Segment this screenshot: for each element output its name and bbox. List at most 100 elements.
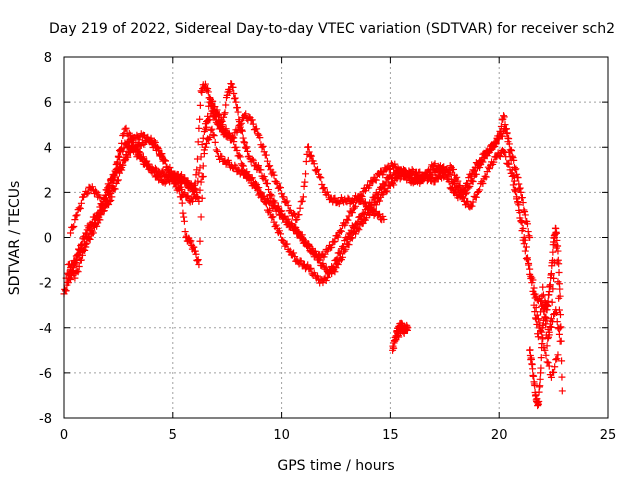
data-point — [542, 320, 550, 328]
data-point — [230, 95, 238, 103]
data-point — [538, 334, 546, 342]
data-point — [189, 185, 197, 193]
data-point — [501, 125, 509, 133]
data-point — [476, 186, 484, 194]
data-point — [322, 263, 330, 271]
data-point — [296, 204, 304, 212]
y-tick-label: 6 — [44, 96, 52, 111]
data-point — [240, 138, 248, 146]
data-point — [518, 219, 526, 227]
data-point — [247, 175, 255, 183]
data-point — [337, 227, 345, 235]
data-point — [538, 328, 546, 336]
data-point — [376, 197, 384, 205]
data-point — [514, 198, 522, 206]
data-point — [181, 189, 189, 197]
data-point — [290, 249, 298, 257]
data-point — [334, 261, 342, 269]
data-point — [102, 194, 110, 202]
data-point — [552, 229, 560, 237]
data-point — [98, 206, 106, 214]
data-point — [544, 335, 552, 343]
x-axis-label: GPS time / hours — [277, 458, 394, 474]
data-point — [322, 277, 330, 285]
data-point — [394, 332, 402, 340]
data-point — [267, 197, 275, 205]
data-point — [161, 157, 169, 165]
data-point — [122, 124, 130, 132]
data-point — [207, 126, 215, 134]
data-point — [558, 357, 566, 365]
data-point — [180, 213, 188, 221]
data-point — [529, 287, 537, 295]
data-point — [207, 102, 215, 110]
data-point — [548, 298, 556, 306]
data-point — [554, 351, 562, 359]
data-point — [242, 170, 250, 178]
data-point — [454, 177, 462, 185]
data-point — [295, 229, 303, 237]
data-point — [304, 243, 312, 251]
data-point — [307, 152, 315, 160]
data-point — [183, 178, 191, 186]
data-point — [84, 189, 92, 197]
data-point — [61, 285, 69, 293]
data-point — [331, 194, 339, 202]
data-point — [196, 186, 204, 194]
data-point — [106, 184, 114, 192]
data-point — [272, 221, 280, 229]
data-point — [300, 182, 308, 190]
data-point — [107, 196, 115, 204]
data-point — [536, 319, 544, 327]
data-point — [213, 106, 221, 114]
data-point — [237, 119, 245, 127]
data-point — [232, 98, 240, 106]
data-point — [193, 155, 201, 163]
data-point — [544, 359, 552, 367]
data-point — [445, 178, 453, 186]
data-point — [323, 188, 331, 196]
data-point — [532, 315, 540, 323]
data-point — [263, 157, 271, 165]
data-point — [344, 194, 352, 202]
data-point — [277, 184, 285, 192]
data-point — [350, 204, 358, 212]
data-point — [554, 247, 562, 255]
data-point — [262, 200, 270, 208]
data-point — [301, 178, 309, 186]
data-point — [261, 176, 269, 184]
data-point — [508, 166, 516, 174]
data-point — [545, 331, 553, 339]
data-point — [135, 136, 143, 144]
data-point — [263, 180, 271, 188]
data-point — [509, 181, 517, 189]
data-point — [528, 279, 536, 287]
data-point — [395, 170, 403, 178]
data-point — [323, 274, 331, 282]
data-point — [293, 215, 301, 223]
data-point — [311, 247, 319, 255]
data-point — [456, 193, 464, 201]
data-point — [230, 134, 238, 142]
data-point — [393, 333, 401, 341]
x-tick-label: 15 — [382, 428, 399, 443]
data-point — [539, 283, 547, 291]
data-point — [213, 120, 221, 128]
y-tick-label: -4 — [39, 322, 52, 337]
data-point — [512, 188, 520, 196]
data-point — [299, 193, 307, 201]
data-point — [82, 243, 90, 251]
data-point — [239, 134, 247, 142]
data-point — [370, 194, 378, 202]
data-point — [452, 187, 460, 195]
data-point — [545, 362, 553, 370]
y-tick-label: -8 — [39, 412, 52, 427]
data-point — [203, 123, 211, 131]
data-point — [197, 213, 205, 221]
data-point — [552, 356, 560, 364]
data-point — [536, 375, 544, 383]
data-point — [546, 281, 554, 289]
data-point — [248, 174, 256, 182]
data-point — [517, 217, 525, 225]
data-point — [416, 168, 424, 176]
